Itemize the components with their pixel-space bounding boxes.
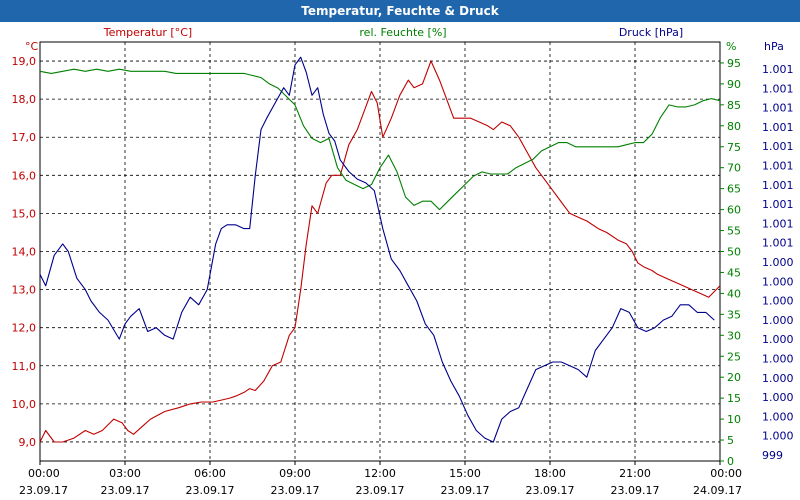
pressure-line (39, 56, 715, 443)
x-tick-date: 23.09.17 (271, 484, 320, 497)
press-axis-unit: hPa (764, 40, 784, 53)
hum-tick-label: 25 (727, 350, 741, 363)
hum-tick-label: 5 (727, 434, 734, 447)
x-tick-time: 00:00 (710, 467, 742, 480)
hum-tick-label: 10 (727, 413, 741, 426)
x-tick-date: 23.09.17 (19, 484, 68, 497)
press-tick-label: 1.001 (762, 217, 794, 230)
press-tick-label: 1.001 (762, 160, 794, 173)
hum-tick-label: 80 (727, 120, 741, 133)
temp-tick-label: 15,0 (12, 207, 37, 220)
x-tick-time: 15:00 (449, 467, 481, 480)
press-tick-label: 1.000 (762, 430, 794, 443)
x-tick-date: 23.09.17 (441, 484, 490, 497)
temp-tick-label: 14,0 (12, 246, 37, 259)
x-tick-time: 18:00 (534, 467, 566, 480)
press-tick-label: 1.000 (762, 256, 794, 269)
press-tick-label: 1.001 (762, 102, 794, 115)
hum-tick-label: 75 (727, 141, 741, 154)
temp-tick-label: 17,0 (12, 131, 37, 144)
hum-tick-label: 95 (727, 57, 741, 70)
temp-tick-label: 18,0 (12, 93, 37, 106)
temp-tick-label: 11,0 (12, 360, 37, 373)
x-tick-time: 06:00 (194, 467, 226, 480)
hum-tick-label: 45 (727, 266, 741, 279)
hum-tick-label: 40 (727, 287, 741, 300)
press-axis-label: Druck [hPa] (619, 26, 683, 39)
x-tick-date: 23.09.17 (356, 484, 405, 497)
temp-tick-label: 16,0 (12, 169, 37, 182)
temp-tick-label: 13,0 (12, 284, 37, 297)
temperature-line (39, 60, 721, 443)
hum-tick-label: 0 (727, 455, 734, 468)
press-tick-label: 1.001 (762, 140, 794, 153)
hum-tick-label: 35 (727, 308, 741, 321)
hum-tick-label: 50 (727, 246, 741, 259)
x-tick-date: 23.09.17 (526, 484, 575, 497)
temp-tick-label: 10,0 (12, 398, 37, 411)
press-tick-label: 1.000 (762, 333, 794, 346)
hum-tick-label: 15 (727, 392, 741, 405)
temp-tick-label: 19,0 (12, 55, 37, 68)
press-tick-label: 1.001 (762, 121, 794, 134)
press-tick-label: 1.000 (762, 295, 794, 308)
x-tick-time: 03:00 (109, 467, 141, 480)
x-tick-date: 23.09.17 (611, 484, 660, 497)
x-tick-date: 23.09.17 (186, 484, 235, 497)
press-tick-label: 1.001 (762, 179, 794, 192)
window-title: Temperatur, Feuchte & Druck (0, 0, 800, 22)
temp-tick-label: 9,0 (19, 436, 37, 449)
x-tick-time: 00:00 (28, 467, 60, 480)
temp-tick-label: 12,0 (12, 322, 37, 335)
press-tick-label: 1.000 (762, 275, 794, 288)
x-tick-date: 23.09.17 (101, 484, 150, 497)
press-tick-label: 1.000 (762, 410, 794, 423)
x-tick-time: 12:00 (364, 467, 396, 480)
humidity-line (39, 68, 721, 211)
x-tick-date: 24.09.17 (693, 484, 742, 497)
hum-axis-unit: % (726, 40, 736, 53)
hum-axis-label: rel. Feuchte [%] (359, 26, 446, 39)
hum-tick-label: 20 (727, 371, 741, 384)
press-tick-label: 999 (762, 449, 783, 462)
press-tick-label: 1.000 (762, 353, 794, 366)
press-tick-label: 1.001 (762, 63, 794, 76)
press-tick-label: 1.001 (762, 198, 794, 211)
hum-tick-label: 65 (727, 183, 741, 196)
press-tick-label: 1.000 (762, 314, 794, 327)
hum-tick-label: 90 (727, 78, 741, 91)
hum-tick-label: 60 (727, 204, 741, 217)
x-tick-time: 09:00 (279, 467, 311, 480)
hum-tick-label: 30 (727, 329, 741, 342)
x-tick-time: 21:00 (619, 467, 651, 480)
press-tick-label: 1.000 (762, 372, 794, 385)
temp-axis-label: Temperatur [°C] (103, 26, 192, 39)
press-tick-label: 1.000 (762, 391, 794, 404)
press-tick-label: 1.001 (762, 82, 794, 95)
hum-tick-label: 55 (727, 225, 741, 238)
temp-axis-unit: °C (25, 40, 39, 53)
hum-tick-label: 85 (727, 99, 741, 112)
hum-tick-label: 70 (727, 162, 741, 175)
press-tick-label: 1.001 (762, 237, 794, 250)
